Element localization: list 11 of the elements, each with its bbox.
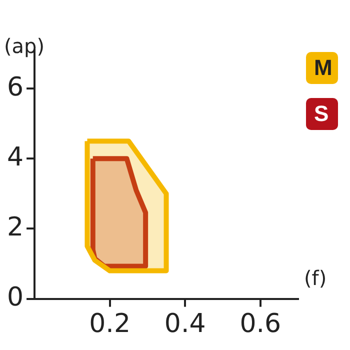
x-axis-title: (f) [304, 266, 327, 290]
legend-label: M [314, 52, 338, 84]
y-tick-label: 2 [6, 212, 24, 242]
y-tick-label: 6 [6, 72, 24, 102]
x-tick-label: 0.2 [89, 309, 130, 340]
y-tick-label: 0 [6, 282, 24, 313]
legend-label: S [314, 98, 338, 130]
y-axis-title: (ap) [4, 34, 45, 58]
y-tick-label: 4 [6, 142, 24, 172]
x-tick-label: 0.4 [164, 309, 206, 340]
x-tick-label: 0.6 [240, 309, 282, 340]
